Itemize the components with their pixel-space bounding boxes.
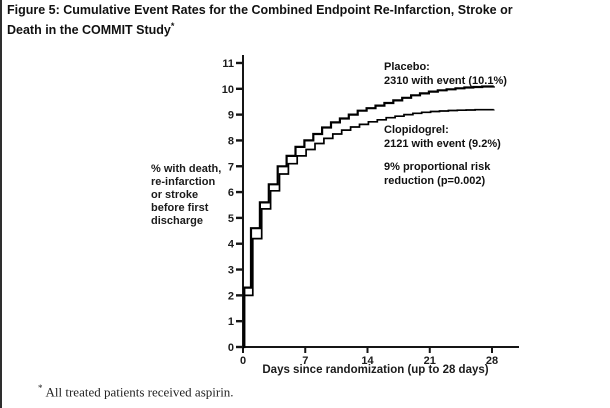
y-axis-label: % with death, re-infarction or stroke be… — [151, 163, 222, 227]
figure-title: Figure 5: Cumulative Event Rates for the… — [7, 3, 605, 38]
x-tick-label: 14 — [361, 355, 374, 367]
x-tick-label: 28 — [486, 355, 498, 367]
figure-left-border — [0, 0, 2, 408]
x-tick-label: 21 — [424, 355, 436, 367]
figure-title-superscript: * — [170, 20, 175, 31]
axes — [242, 55, 519, 348]
y-tick-label: 3 — [228, 265, 234, 277]
annotation-placebo: Placebo: 2310 with event (10.1%) — [384, 61, 507, 87]
y-tick-label: 2 — [228, 290, 234, 302]
y-tick-label: 0 — [228, 342, 234, 354]
x-tick-label: 0 — [240, 355, 246, 367]
footnote: * All treated patients received aspirin. — [38, 383, 234, 400]
annotation-risk-reduction: 9% proportional risk reduction (p=0.002) — [384, 161, 491, 187]
x-tick-label: 7 — [302, 355, 308, 367]
y-tick-label: 11 — [222, 58, 234, 70]
x-axis-label: Days since randomization (up to 28 days) — [262, 364, 489, 376]
placebo-curve — [243, 85, 495, 349]
y-tick-label: 6 — [228, 187, 234, 199]
annotation-clopidogrel: Clopidogrel: 2121 with event (9.2%) — [384, 124, 501, 150]
y-tick-label: 5 — [228, 213, 234, 225]
figure-title-line1: Figure 5: Cumulative Event Rates for the… — [7, 3, 513, 17]
y-tick-label: 1 — [228, 316, 234, 328]
y-tick-label: 9 — [228, 110, 234, 122]
footnote-marker: * — [38, 383, 43, 393]
clopidogrel-curve — [243, 108, 495, 348]
figure-title-line2: Death in the COMMIT Study — [7, 22, 171, 37]
y-tick-label: 4 — [228, 239, 235, 251]
y-tick-label: 8 — [228, 135, 234, 147]
y-tick-label: 10 — [222, 84, 234, 96]
y-tick-label: 7 — [228, 161, 234, 173]
footnote-text: All treated patients received aspirin. — [45, 384, 234, 400]
